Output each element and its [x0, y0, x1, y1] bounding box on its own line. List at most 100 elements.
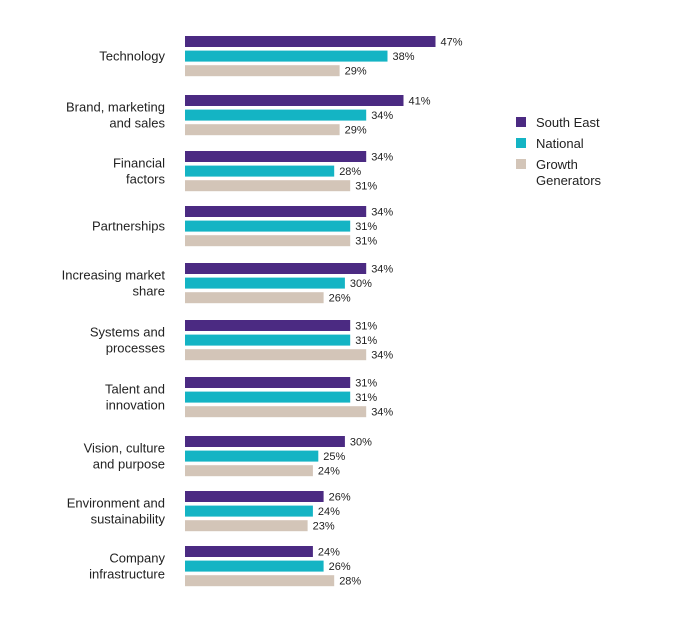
- data-label: 29%: [345, 66, 367, 78]
- bar: [185, 235, 351, 247]
- category-label-line: and purpose: [93, 457, 165, 472]
- bar: [185, 465, 313, 477]
- category-label-line: innovation: [106, 398, 165, 413]
- category-label-line: Financial: [113, 156, 165, 171]
- category-label-line: Technology: [99, 49, 165, 64]
- bar: [185, 180, 351, 192]
- bar: [185, 292, 324, 304]
- data-label: 38%: [393, 51, 415, 63]
- data-label: 26%: [329, 561, 351, 573]
- bar: [185, 377, 351, 388]
- data-label: 28%: [339, 166, 361, 178]
- bar: [185, 491, 324, 502]
- category-label-line: Company: [109, 551, 165, 566]
- legend-label-line: Generators: [536, 173, 602, 188]
- category-label-line: Partnerships: [92, 219, 165, 234]
- bar: [185, 334, 351, 346]
- category-label-line: factors: [126, 172, 166, 187]
- bar: [185, 349, 367, 361]
- bar: [185, 165, 335, 177]
- bar: [185, 436, 345, 447]
- bar: [185, 391, 351, 403]
- bar: [185, 505, 313, 517]
- data-label: 34%: [371, 110, 393, 122]
- category-label: Environment and sustainability: [67, 496, 166, 527]
- data-label: 31%: [355, 221, 377, 233]
- bar: [185, 95, 404, 106]
- data-label: 47%: [441, 37, 463, 49]
- legend-label-line: Growth: [536, 157, 578, 172]
- bar: [185, 263, 367, 274]
- data-label: 34%: [371, 350, 393, 362]
- bar: [185, 520, 308, 532]
- category-label: Systems and processes: [90, 325, 166, 356]
- legend-swatch: [516, 117, 526, 127]
- data-label: 31%: [355, 335, 377, 347]
- bar: [185, 220, 351, 232]
- data-label: 26%: [329, 492, 351, 504]
- data-label: 34%: [371, 207, 393, 219]
- data-label: 30%: [350, 278, 372, 290]
- bar: [185, 450, 319, 462]
- data-label: 31%: [355, 321, 377, 333]
- legend-label: National: [536, 136, 584, 151]
- category-label: Technology: [99, 49, 165, 64]
- legend: South East National Growth Generators: [516, 115, 602, 188]
- bar: [185, 109, 367, 121]
- bar: [185, 65, 340, 77]
- data-label: 24%: [318, 466, 340, 478]
- data-label: 31%: [355, 236, 377, 248]
- bar: [185, 124, 340, 136]
- bar: [185, 560, 324, 572]
- data-label: 30%: [350, 437, 372, 449]
- category-label-line: infrastructure: [89, 567, 165, 582]
- category-label-line: sustainability: [91, 512, 166, 527]
- bar: [185, 36, 436, 47]
- category-label: Partnerships: [92, 219, 165, 234]
- data-label: 41%: [409, 96, 431, 108]
- bar: [185, 320, 351, 331]
- data-label: 25%: [323, 451, 345, 463]
- data-label: 28%: [339, 576, 361, 588]
- category-labels: Technology Brand, marketing and sales Finan…: [62, 49, 166, 582]
- legend-label-line: South East: [536, 115, 600, 130]
- value-labels: 47% 38% 29% 41% 34% 29% 34% 28% 31% 34% 31% 31% 34% 3…: [313, 37, 463, 588]
- legend-label: South East: [536, 115, 600, 130]
- bar: [185, 50, 388, 62]
- data-label: 26%: [329, 293, 351, 305]
- category-label-line: Environment and: [67, 496, 165, 511]
- bar: [185, 546, 313, 557]
- data-label: 29%: [345, 125, 367, 137]
- category-label: Increasing market share: [62, 268, 166, 299]
- category-label-line: and sales: [109, 116, 165, 131]
- data-label: 31%: [355, 392, 377, 404]
- bar: [185, 277, 345, 289]
- category-label-line: Increasing market: [62, 268, 166, 283]
- bar: [185, 151, 367, 162]
- category-label: Talent and innovation: [105, 382, 165, 413]
- data-label: 34%: [371, 264, 393, 276]
- category-label: Company infrastructure: [89, 551, 165, 582]
- category-label-line: Vision, culture: [84, 441, 165, 456]
- category-label: Vision, culture and purpose: [84, 441, 165, 472]
- category-label: Financial factors: [113, 156, 166, 187]
- data-label: 24%: [318, 506, 340, 518]
- category-label: Brand, marketing and sales: [66, 100, 165, 131]
- legend-label: Growth Generators: [536, 157, 602, 188]
- bar: [185, 206, 367, 217]
- category-label-line: share: [132, 284, 165, 299]
- data-label: 34%: [371, 152, 393, 164]
- legend-swatch: [516, 138, 526, 148]
- category-label-line: Brand, marketing: [66, 100, 165, 115]
- category-label-line: Systems and: [90, 325, 165, 340]
- bar: [185, 406, 367, 418]
- bar: [185, 575, 335, 587]
- legend-label-line: National: [536, 136, 584, 151]
- data-label: 31%: [355, 378, 377, 390]
- category-label-line: processes: [106, 341, 166, 356]
- data-label: 24%: [318, 547, 340, 559]
- data-label: 23%: [313, 521, 335, 533]
- category-label-line: Talent and: [105, 382, 165, 397]
- legend-swatch: [516, 159, 526, 169]
